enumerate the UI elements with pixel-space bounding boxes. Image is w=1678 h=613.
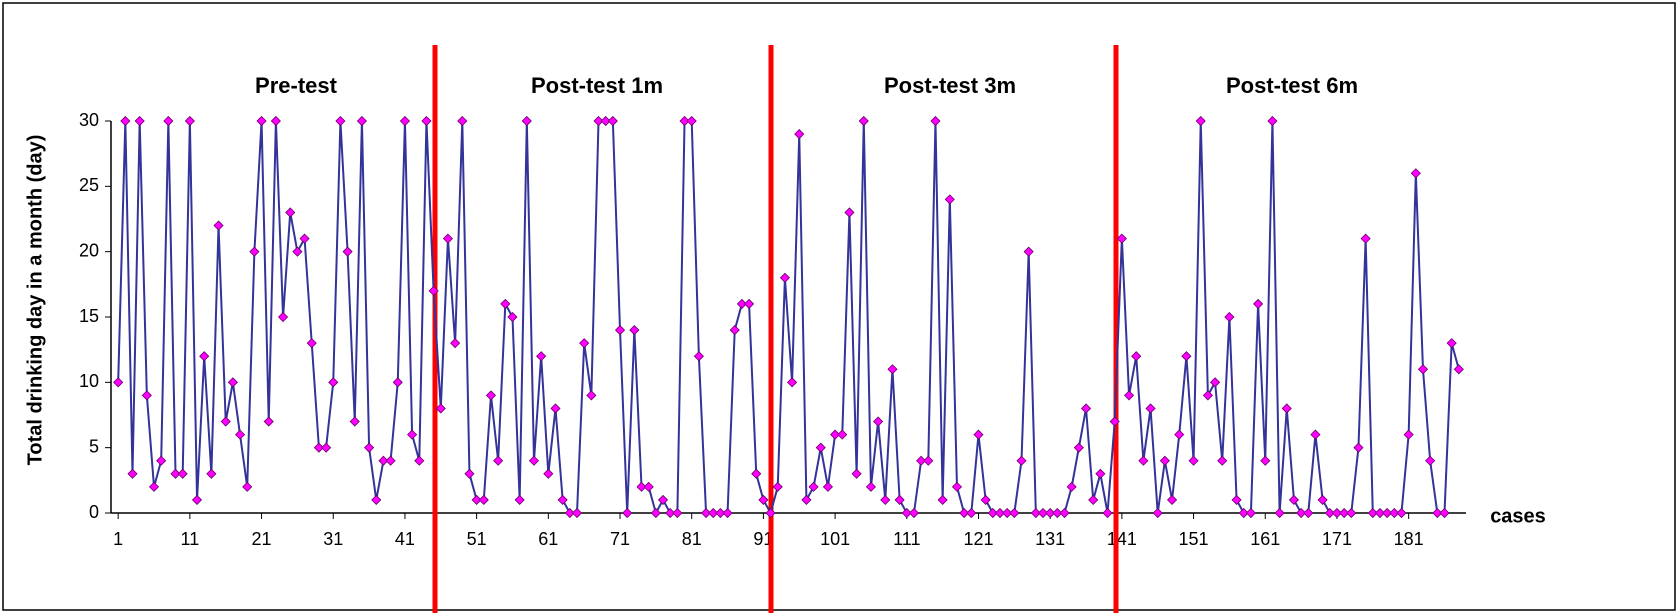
x-tick-label: 121 [963,529,993,549]
x-axis-label: cases [1490,505,1546,527]
section-label: Post-test 1m [531,73,663,98]
chart-frame [3,3,1675,610]
chart: Pre-test Post-test 1m Post-test 3m Post-… [0,0,1678,613]
x-tick-label: 161 [1250,529,1280,549]
y-tick-label: 25 [79,175,99,195]
x-tick-label: 41 [395,529,415,549]
x-tick-label: 11 [181,529,200,549]
x-tick-label: 181 [1394,529,1424,549]
x-tick-label: 31 [323,529,343,549]
y-tick-label: 10 [79,371,99,391]
x-tick-label: 1 [113,529,123,549]
y-tick-label: 0 [89,502,99,522]
y-tick-label: 5 [89,436,99,456]
y-tick-label: 20 [79,240,99,260]
x-tick-label: 131 [1035,529,1065,549]
y-tick-label: 30 [79,110,99,130]
x-tick-label: 171 [1322,529,1352,549]
x-tick-label: 61 [538,529,558,549]
x-tick-label: 51 [467,529,487,549]
y-tick-label: 15 [79,306,99,326]
x-tick-label: 111 [893,529,920,549]
y-axis-label: Total drinking day in a month (day) [24,135,46,466]
x-tick-label: 81 [682,529,702,549]
x-tick-label: 141 [1107,529,1137,549]
section-label: Post-test 6m [1226,73,1358,98]
x-tick-label: 151 [1179,529,1209,549]
x-tick-label: 21 [252,529,272,549]
section-label: Post-test 3m [884,73,1016,98]
x-tick-label: 71 [610,529,630,549]
section-label: Pre-test [255,73,338,98]
x-tick-label: 101 [820,529,850,549]
